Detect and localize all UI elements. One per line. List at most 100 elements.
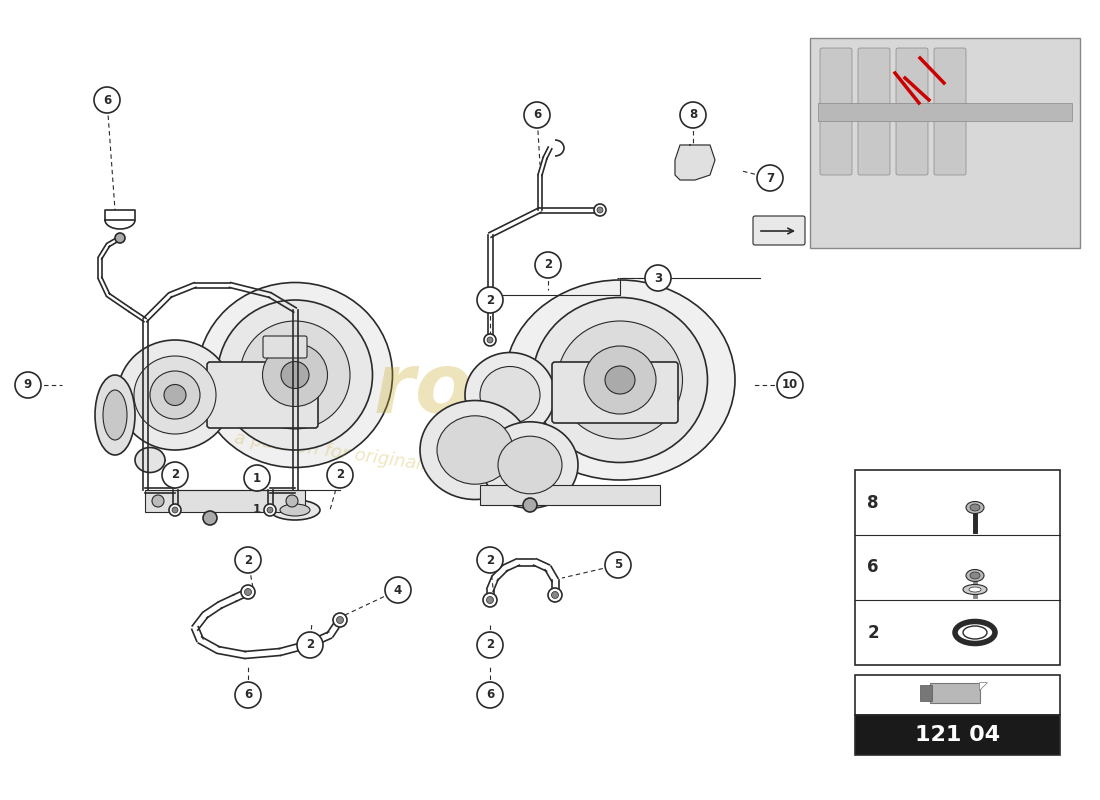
Circle shape bbox=[297, 632, 323, 658]
FancyBboxPatch shape bbox=[858, 116, 890, 175]
Circle shape bbox=[777, 372, 803, 398]
Polygon shape bbox=[979, 682, 988, 690]
Ellipse shape bbox=[198, 282, 393, 467]
Circle shape bbox=[477, 547, 503, 573]
Ellipse shape bbox=[437, 416, 513, 484]
Text: 2: 2 bbox=[486, 294, 494, 306]
Circle shape bbox=[487, 337, 493, 343]
Circle shape bbox=[94, 87, 120, 113]
FancyBboxPatch shape bbox=[754, 216, 805, 245]
Ellipse shape bbox=[558, 321, 682, 439]
Circle shape bbox=[486, 597, 494, 603]
FancyBboxPatch shape bbox=[820, 116, 852, 175]
Circle shape bbox=[477, 287, 503, 313]
Text: 121 04: 121 04 bbox=[915, 725, 1000, 745]
FancyBboxPatch shape bbox=[934, 116, 966, 175]
Ellipse shape bbox=[150, 371, 200, 419]
Circle shape bbox=[645, 265, 671, 291]
Ellipse shape bbox=[970, 572, 980, 579]
FancyBboxPatch shape bbox=[552, 362, 678, 423]
Circle shape bbox=[152, 495, 164, 507]
Circle shape bbox=[594, 204, 606, 216]
Text: eurostor: eurostor bbox=[258, 350, 661, 430]
Circle shape bbox=[327, 462, 353, 488]
Circle shape bbox=[484, 334, 496, 346]
FancyBboxPatch shape bbox=[855, 470, 1060, 665]
FancyBboxPatch shape bbox=[818, 103, 1072, 121]
Circle shape bbox=[286, 495, 298, 507]
Text: 2: 2 bbox=[543, 258, 552, 271]
Ellipse shape bbox=[118, 340, 232, 450]
Ellipse shape bbox=[465, 353, 556, 438]
Circle shape bbox=[680, 102, 706, 128]
Ellipse shape bbox=[103, 390, 127, 440]
Ellipse shape bbox=[218, 300, 373, 450]
Text: 2: 2 bbox=[306, 638, 315, 651]
Ellipse shape bbox=[280, 504, 310, 516]
Circle shape bbox=[535, 252, 561, 278]
Circle shape bbox=[169, 504, 182, 516]
FancyBboxPatch shape bbox=[820, 48, 852, 107]
Circle shape bbox=[235, 682, 261, 708]
Circle shape bbox=[204, 511, 217, 525]
Ellipse shape bbox=[480, 366, 540, 423]
Text: 3: 3 bbox=[653, 271, 662, 285]
Ellipse shape bbox=[95, 375, 135, 455]
FancyBboxPatch shape bbox=[480, 485, 660, 505]
Ellipse shape bbox=[962, 626, 987, 639]
Circle shape bbox=[244, 465, 270, 491]
Circle shape bbox=[235, 547, 261, 573]
Circle shape bbox=[264, 504, 276, 516]
Text: 2: 2 bbox=[867, 623, 879, 642]
Text: 2: 2 bbox=[336, 469, 344, 482]
Ellipse shape bbox=[505, 280, 735, 480]
Text: 6: 6 bbox=[244, 689, 252, 702]
FancyBboxPatch shape bbox=[207, 362, 318, 428]
Circle shape bbox=[605, 552, 631, 578]
Ellipse shape bbox=[966, 502, 984, 514]
Ellipse shape bbox=[966, 570, 984, 582]
Circle shape bbox=[524, 102, 550, 128]
Ellipse shape bbox=[970, 504, 980, 511]
Ellipse shape bbox=[263, 343, 328, 406]
Circle shape bbox=[162, 462, 188, 488]
Circle shape bbox=[267, 507, 273, 513]
Text: 8: 8 bbox=[867, 494, 879, 511]
Circle shape bbox=[483, 593, 497, 607]
Ellipse shape bbox=[584, 346, 656, 414]
Circle shape bbox=[15, 372, 41, 398]
Text: 1: 1 bbox=[253, 503, 261, 516]
Circle shape bbox=[477, 682, 503, 708]
Circle shape bbox=[548, 588, 562, 602]
Ellipse shape bbox=[962, 585, 987, 594]
Circle shape bbox=[385, 577, 411, 603]
Text: 4: 4 bbox=[394, 583, 403, 597]
Circle shape bbox=[551, 591, 559, 598]
Text: 2: 2 bbox=[486, 554, 494, 566]
Text: 7: 7 bbox=[766, 171, 774, 185]
Ellipse shape bbox=[135, 447, 165, 473]
Text: 2: 2 bbox=[486, 638, 494, 651]
FancyBboxPatch shape bbox=[930, 682, 979, 702]
Circle shape bbox=[757, 165, 783, 191]
FancyBboxPatch shape bbox=[145, 490, 305, 512]
FancyBboxPatch shape bbox=[855, 715, 1060, 755]
FancyBboxPatch shape bbox=[896, 48, 928, 107]
FancyBboxPatch shape bbox=[810, 38, 1080, 248]
Polygon shape bbox=[675, 145, 715, 180]
Ellipse shape bbox=[482, 422, 578, 508]
Text: 6: 6 bbox=[532, 109, 541, 122]
Text: 5: 5 bbox=[614, 558, 623, 571]
FancyBboxPatch shape bbox=[934, 48, 966, 107]
FancyBboxPatch shape bbox=[920, 685, 932, 701]
Circle shape bbox=[241, 585, 255, 599]
Text: 8: 8 bbox=[689, 109, 697, 122]
Circle shape bbox=[116, 233, 125, 243]
FancyBboxPatch shape bbox=[896, 116, 928, 175]
Text: 9: 9 bbox=[24, 378, 32, 391]
Ellipse shape bbox=[532, 298, 707, 462]
Text: 1: 1 bbox=[253, 471, 261, 485]
Ellipse shape bbox=[240, 321, 350, 429]
Ellipse shape bbox=[280, 362, 309, 389]
FancyBboxPatch shape bbox=[855, 675, 1060, 715]
